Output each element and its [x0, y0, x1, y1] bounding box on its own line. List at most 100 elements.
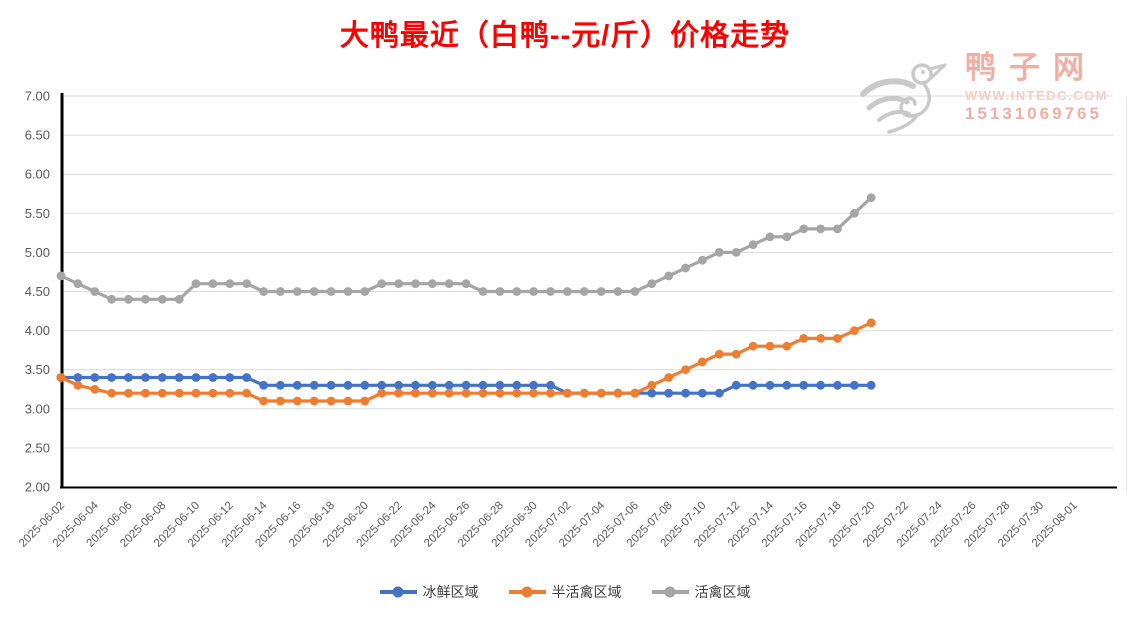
data-point-marker [191, 279, 201, 289]
data-point-marker [782, 232, 792, 242]
data-point-marker [90, 373, 100, 382]
data-point-marker [411, 388, 420, 398]
data-point-marker [512, 388, 522, 398]
data-point-marker [546, 380, 555, 390]
y-axis-tick-label: 5.00 [25, 245, 50, 260]
data-point-marker [529, 287, 538, 296]
data-point-marker [596, 388, 606, 398]
data-point-marker [259, 287, 268, 296]
data-point-marker [850, 326, 859, 335]
data-point-marker [461, 380, 471, 390]
data-point-marker [529, 388, 538, 398]
data-point-marker [174, 373, 184, 382]
data-point-marker [816, 334, 825, 343]
data-point-marker [748, 240, 758, 250]
legend-item-huoqin: 活禽区域 [651, 582, 751, 602]
data-point-marker [394, 380, 403, 390]
data-point-marker [56, 271, 66, 281]
data-point-marker [613, 287, 623, 296]
data-point-marker [698, 255, 707, 265]
data-point-marker [174, 294, 184, 304]
data-point-marker [495, 388, 505, 398]
data-point-marker [461, 388, 471, 398]
data-point-marker [225, 388, 235, 398]
data-point-marker [157, 388, 167, 398]
logo-site-name: 鸭子网 [964, 50, 1097, 85]
data-point-marker [191, 388, 201, 398]
data-point-marker [174, 388, 184, 398]
logo-website: WWW.INTEDC.COM [964, 87, 1108, 103]
data-point-marker [394, 279, 403, 289]
data-point-marker [343, 396, 353, 406]
data-point-marker [664, 271, 674, 281]
data-point-marker [816, 380, 825, 390]
duck-logo-icon [859, 63, 947, 134]
legend-item-bingxian: 冰鲜区域 [379, 582, 479, 602]
data-point-marker [630, 287, 640, 296]
data-point-marker [765, 341, 775, 351]
y-axis-tick-label: 4.50 [25, 284, 50, 299]
data-point-marker [360, 396, 370, 406]
data-point-marker [208, 279, 218, 289]
data-point-marker [698, 388, 707, 398]
data-point-marker [647, 380, 657, 390]
data-point-marker [326, 287, 336, 296]
data-point-marker [208, 388, 218, 398]
legend-line-dot-marker-icon [651, 586, 689, 598]
data-point-marker [731, 380, 741, 390]
data-point-marker [866, 193, 876, 203]
data-point-marker [276, 380, 285, 390]
data-point-marker [478, 388, 488, 398]
data-point-marker [157, 373, 167, 382]
legend-line-dot-marker-icon [379, 586, 417, 598]
data-point-marker [191, 373, 201, 382]
data-point-marker [309, 287, 319, 296]
data-point-marker [529, 380, 538, 390]
data-point-marker [242, 373, 252, 382]
y-axis-tick-label: 7.00 [25, 89, 50, 104]
data-point-marker [765, 232, 775, 242]
data-point-marker [681, 388, 690, 398]
data-point-marker [512, 287, 522, 296]
y-axis-tick-label: 3.50 [25, 362, 50, 377]
legend-label: 半活禽区域 [551, 584, 622, 600]
data-point-marker [124, 388, 133, 398]
data-point-marker [141, 294, 150, 304]
data-point-marker [816, 224, 825, 234]
data-point-marker [444, 388, 454, 398]
y-axis-tick-label: 5.50 [25, 206, 50, 221]
data-point-marker [411, 279, 420, 289]
watermark-logo: 鸭子网 WWW.INTEDC.COM 15131069765 [859, 50, 1108, 144]
y-axis-tick-label: 2.00 [25, 480, 50, 495]
data-point-marker [850, 380, 859, 390]
data-point-marker [833, 224, 842, 234]
data-point-marker [428, 380, 437, 390]
data-point-marker [292, 396, 302, 406]
y-axis-tick-label: 6.00 [25, 167, 50, 182]
data-point-marker [259, 396, 268, 406]
data-point-marker [647, 279, 657, 289]
y-axis-tick-label: 4.00 [25, 323, 50, 338]
data-point-marker [208, 373, 218, 382]
legend-dot-icon [392, 586, 404, 598]
data-point-marker [56, 373, 66, 382]
data-point-marker [124, 373, 133, 382]
data-point-marker [765, 380, 775, 390]
data-point-marker [478, 380, 488, 390]
data-point-marker [242, 279, 252, 289]
data-point-marker [613, 388, 623, 398]
data-point-marker [461, 279, 471, 289]
data-point-marker [714, 388, 724, 398]
legend-label: 活禽区域 [694, 584, 751, 600]
data-point-marker [579, 287, 589, 296]
data-point-marker [360, 380, 370, 390]
data-point-marker [309, 380, 319, 390]
data-point-marker [714, 248, 724, 257]
data-point-marker [698, 357, 707, 367]
data-point-marker [681, 365, 690, 375]
data-point-marker [157, 294, 167, 304]
data-point-marker [360, 287, 370, 296]
data-point-marker [242, 388, 252, 398]
